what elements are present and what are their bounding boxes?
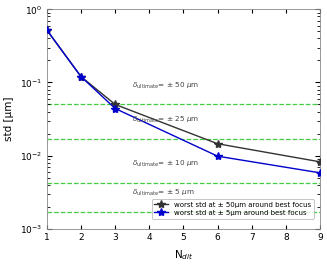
worst std at ± 50µm around best focus <box>318 160 322 163</box>
worst std at ± 50µm around best focus <box>215 142 219 145</box>
Text: $\delta_\mathregular{ultimate}$= $\pm$ 10 $\mu$m: $\delta_\mathregular{ultimate}$= $\pm$ 1… <box>132 159 199 169</box>
worst std at ± 5µm around best focus <box>45 28 49 32</box>
worst std at ± 5µm around best focus <box>318 171 322 174</box>
Line: worst std at ± 50µm around best focus: worst std at ± 50µm around best focus <box>43 26 324 166</box>
worst std at ± 5µm around best focus <box>79 75 83 78</box>
worst std at ± 50µm around best focus <box>79 75 83 78</box>
X-axis label: N$_{dit}$: N$_{dit}$ <box>174 248 193 262</box>
Y-axis label: std [µm]: std [µm] <box>4 97 14 141</box>
Line: worst std at ± 5µm around best focus: worst std at ± 5µm around best focus <box>43 26 324 177</box>
worst std at ± 50µm around best focus <box>45 28 49 32</box>
worst std at ± 5µm around best focus <box>215 155 219 158</box>
worst std at ± 5µm around best focus <box>113 107 117 110</box>
worst std at ± 50µm around best focus <box>113 103 117 106</box>
Legend: worst std at ± 50µm around best focus, worst std at ± 5µm around best focus: worst std at ± 50µm around best focus, w… <box>152 199 314 219</box>
Text: $\delta_\mathregular{ultimate}$= $\pm$ 5 $\mu$m: $\delta_\mathregular{ultimate}$= $\pm$ 5… <box>132 188 195 198</box>
Text: $\delta_\mathregular{ultimate}$= $\pm$ 50 $\mu$m: $\delta_\mathregular{ultimate}$= $\pm$ 5… <box>132 80 199 90</box>
Text: $\delta_\mathregular{ultimate}$= $\pm$ 25 $\mu$m: $\delta_\mathregular{ultimate}$= $\pm$ 2… <box>132 115 199 125</box>
